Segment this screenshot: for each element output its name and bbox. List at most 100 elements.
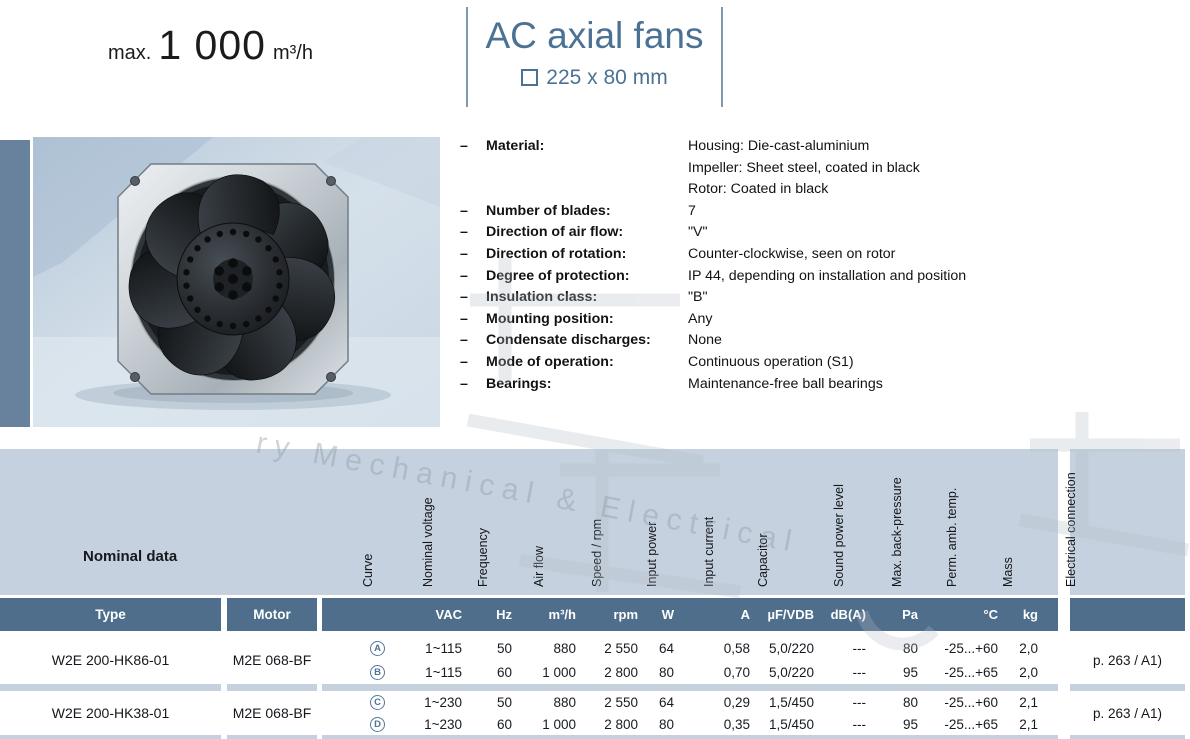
cell-hz: 60 [496, 664, 512, 680]
cell-dba: --- [852, 640, 867, 656]
cell-w: 80 [658, 716, 674, 732]
spec-row-operation: – Mode of operation: Continuous operatio… [460, 352, 1040, 374]
spec-label: Direction of rotation: [486, 245, 627, 262]
cell-kg: 2,0 [1019, 664, 1038, 680]
table-row-data: C 1~230 50 880 2 550 64 0,29 1,5/450 ---… [322, 691, 1058, 735]
cell-kg: 2,1 [1019, 694, 1038, 710]
column-gap [317, 598, 322, 739]
cell-cap: 1,5/450 [768, 716, 814, 732]
spec-label: Degree of protection: [486, 267, 630, 284]
photo-accent-strip [0, 140, 30, 427]
cell-airflow: 1 000 [542, 664, 576, 680]
max-airflow-value: 1 000 [158, 22, 266, 68]
col-header-electrical-connection: Electrical connection [1064, 472, 1078, 587]
cell-vac: 1~230 [424, 694, 462, 710]
col-header-mass: Mass [1001, 557, 1015, 587]
table-row-data-bg [322, 691, 1058, 735]
spec-row-condensate: – Condensate discharges: None [460, 330, 1040, 352]
electrical-connection-ref: p. 263 / A1) [1070, 636, 1185, 684]
col-header-input-current: Input current [702, 516, 716, 587]
cell-airflow: 880 [553, 640, 576, 656]
spec-value: Housing: Die-cast-aluminium Impeller: Sh… [688, 136, 1040, 201]
title-divider-left [466, 7, 468, 107]
spec-value: Any [688, 310, 713, 327]
unit-m3h: m³/h [548, 607, 576, 622]
spec-value: "V" [688, 224, 708, 241]
cell-hz: 50 [496, 640, 512, 656]
dimensions-text: 225 x 80 mm [546, 65, 668, 89]
table-bottom-band [0, 735, 1185, 739]
spec-label: Insulation class: [486, 289, 598, 306]
dash-bullet: – [460, 267, 468, 284]
cell-a: 0,35 [723, 716, 750, 732]
column-gap [1058, 598, 1070, 739]
unit-hz: Hz [496, 607, 512, 622]
motor-column-header: Motor [253, 607, 291, 622]
spec-row-protection: – Degree of protection: IP 44, depending… [460, 266, 1040, 288]
cell-vac: 1~115 [425, 664, 462, 680]
spec-value: IP 44, depending on installation and pos… [688, 267, 967, 284]
row-separator-band [0, 684, 1185, 691]
unit-w: W [661, 607, 674, 622]
spec-label: Material: [486, 138, 545, 154]
spec-row-insulation: – Insulation class: "B" [460, 287, 1040, 309]
table-row-type: W2E 200-HK86-01 [0, 636, 221, 684]
curve-badge: B [370, 664, 385, 680]
table-row-motor: M2E 068-BF [227, 636, 317, 684]
curve-badge: D [370, 716, 385, 732]
spec-value-line: Housing: Die-cast-aluminium [688, 138, 870, 154]
unit-a: A [740, 607, 750, 622]
col-header-frequency: Frequency [476, 527, 490, 587]
spec-value: None [688, 332, 722, 349]
cell-pa: 80 [902, 694, 918, 710]
spec-row-mounting: – Mounting position: Any [460, 309, 1040, 331]
cell-w: 64 [658, 694, 674, 710]
cell-temp: -25...+65 [944, 664, 998, 680]
cell-airflow: 880 [553, 694, 576, 710]
cell-airflow: 1 000 [542, 716, 576, 732]
spec-row-airflow-direction: – Direction of air flow: "V" [460, 222, 1040, 244]
cell-cap: 5,0/220 [768, 640, 814, 656]
table-row-data-bg [322, 636, 1058, 684]
table-row-motor: M2E 068-BF [227, 691, 317, 735]
unit-row: VAC Hz m³/h rpm W A µF/VDB dB(A) Pa °C k… [322, 598, 1058, 631]
page-title: AC axial fans [485, 15, 704, 56]
cell-temp: -25...+60 [944, 694, 998, 710]
cell-w: 80 [658, 664, 674, 680]
cell-hz: 60 [496, 716, 512, 732]
cell-dba: --- [852, 664, 867, 680]
dash-bullet: – [460, 375, 468, 392]
spec-value-line: Impeller: Sheet steel, coated in black [688, 159, 920, 176]
spec-row-blades: – Number of blades: 7 [460, 201, 1040, 223]
spec-row-bearings: – Bearings: Maintenance-free ball bearin… [460, 374, 1040, 396]
section-title: Nominal data [83, 548, 178, 565]
spec-list: – Material: Housing: Die-cast-aluminium … [460, 136, 1040, 395]
col-header-ambient-temp: Perm. amb. temp. [945, 487, 959, 587]
unit-kg: kg [1022, 607, 1038, 622]
cell-a: 0,58 [723, 640, 750, 656]
cell-a: 0,70 [723, 664, 750, 680]
fan-illustration [33, 137, 440, 427]
col-header-sound-power: Sound power level [832, 484, 846, 587]
table-header-band-electrical: Electrical connection [1064, 449, 1185, 595]
square-icon [521, 69, 539, 87]
cell-rpm: 2 800 [604, 716, 638, 732]
cell-temp: -25...+60 [944, 640, 998, 656]
cell-dba: --- [852, 716, 867, 732]
spec-label: Bearings: [486, 375, 552, 392]
spec-label: Mounting position: [486, 310, 614, 327]
spec-value-line: Rotor: Coated in black [688, 181, 829, 198]
spec-value: Maintenance-free ball bearings [688, 375, 883, 392]
spec-value: 7 [688, 202, 696, 219]
col-header-back-pressure: Max. back-pressure [890, 477, 904, 587]
col-header-capacitor: Capacitor [756, 533, 770, 588]
cell-kg: 2,0 [1019, 640, 1038, 656]
dash-bullet: – [460, 310, 468, 327]
unit-header-bar [0, 598, 1185, 631]
dash-bullet: – [460, 245, 468, 262]
dash-bullet: – [460, 332, 468, 349]
dash-bullet: – [460, 289, 468, 306]
table-header-band: Nominal data Curve Nominal voltage Frequ… [0, 449, 1058, 595]
cell-vac: 1~115 [425, 640, 462, 656]
